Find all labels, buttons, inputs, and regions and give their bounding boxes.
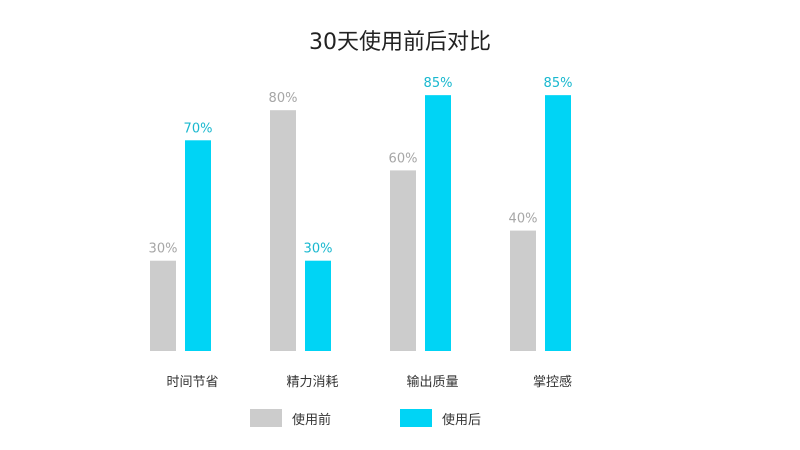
bar-after-4: [545, 95, 571, 352]
bar-before-1: [150, 260, 176, 351]
bar-before-3: [390, 170, 416, 351]
category-label-1: 时间节省: [166, 375, 218, 390]
legend-label-after: 使用后: [442, 412, 482, 428]
category-label-2: 精力消耗: [286, 375, 338, 390]
data-label-before-2: 80%: [269, 91, 298, 106]
legend-swatch-before: [250, 409, 282, 427]
legend-swatch-after: [400, 409, 432, 427]
legend-item-before: 使用前: [250, 408, 331, 428]
bar-before-2: [270, 110, 296, 351]
data-label-before-3: 60%: [389, 151, 418, 166]
data-label-after-2: 30%: [304, 242, 333, 257]
bar-after-2: [305, 260, 331, 351]
chart-title: 30天使用前后对比: [309, 30, 491, 55]
bar-before-4: [510, 230, 536, 351]
data-label-after-3: 85%: [424, 76, 453, 91]
legend-label-before: 使用前: [292, 412, 332, 428]
data-label-before-1: 30%: [149, 242, 178, 257]
legend-item-after: 使用后: [400, 408, 481, 428]
data-label-after-4: 85%: [544, 76, 573, 91]
bar-after-1: [185, 140, 211, 351]
bar-after-3: [425, 95, 451, 352]
data-label-before-4: 40%: [509, 212, 538, 227]
category-label-4: 掌控感: [533, 374, 572, 390]
category-label-3: 输出质量: [406, 374, 458, 390]
data-label-after-1: 70%: [184, 121, 213, 136]
